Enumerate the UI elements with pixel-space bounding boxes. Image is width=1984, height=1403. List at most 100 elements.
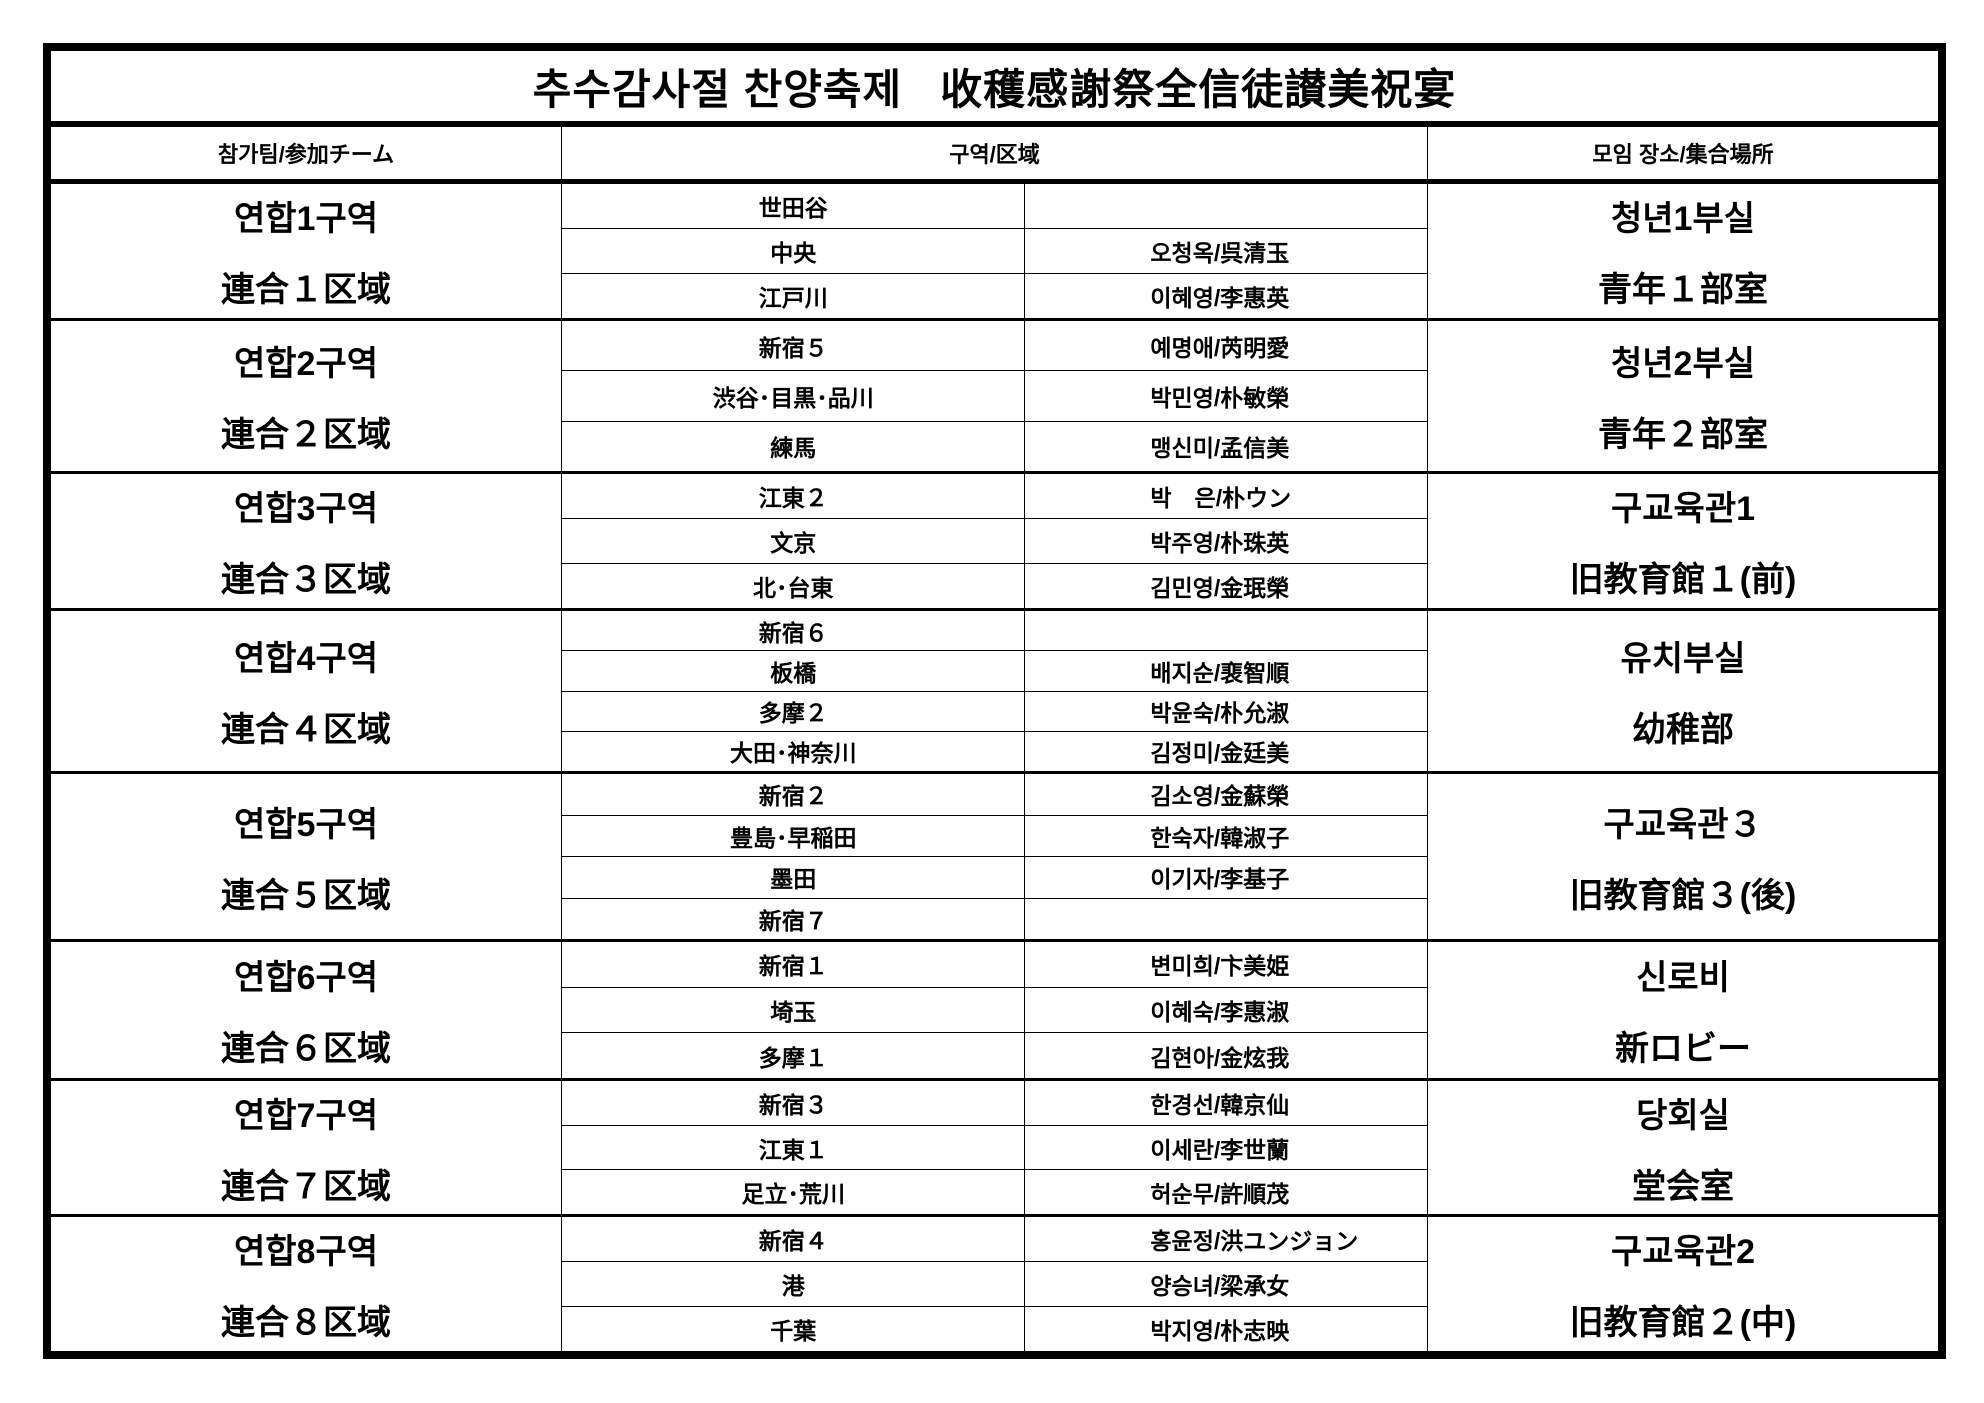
place-name-japanese: 旧教育館３(後) [1569,876,1797,915]
district-cell: 文京 [562,519,1026,563]
district-cell: 埼玉 [562,987,1026,1033]
place-name-japanese: 新ロビー [1615,1030,1751,1068]
district-rows: 新宿６ 板橋 배지순/裵智順 多摩２ 박윤숙/朴允淑大田･神奈川 김정미/金廷美 [562,611,1427,771]
district-cell: 渋谷･目黒･品川 [562,371,1026,421]
district-cell: 多摩２ [562,691,1026,731]
table-row: 足立･荒川 허순무/許順茂 [562,1170,1427,1215]
place-name-korean: 구교육관３ [1603,805,1763,844]
leader-cell: 박윤숙/朴允淑 [1150,700,1290,727]
district-rows: 新宿１ 변미희/卞美姫埼玉 이혜숙/李惠淑 多摩１ 김현아/金炫我 [562,942,1427,1079]
table-row: 板橋 배지순/裵智順 [562,651,1427,692]
header-row: 참가팀/参加チーム 구역/区域 모임 장소/集合場所 [51,127,1938,184]
place-cell: 청년2부실 青年２部室 [1427,321,1938,471]
district-cell: 北･台東 [562,564,1026,608]
team-name-japanese: 連合３区域 [221,561,391,599]
table-row: 文京 박주영/朴珠英 [562,519,1427,564]
place-cell: 신로비 新ロビー [1427,942,1938,1078]
place-cell: 구교육관1 旧教育館１(前) [1427,474,1938,608]
table-row: 新宿４ 홍윤정/洪ユンジョン [562,1217,1427,1262]
team-cell: 연합2구역 連合２区域 [51,321,562,471]
table-row: 新宿６ [562,611,1427,652]
leader-cell: 박지영/朴志映 [1150,1318,1290,1344]
team-name-korean: 연합7구역 [233,1096,379,1135]
team-name-japanese: 連合４区域 [221,711,391,749]
place-name-korean: 구교육관2 [1610,1233,1756,1271]
team-name-japanese: 連合５区域 [221,876,391,915]
district-rows: 新宿３ 한경선/韓京仙 江東１ 이세란/李世蘭 足立･荒川 허순무/許順茂 [562,1081,1427,1215]
team-cell: 연합7구역 連合７区域 [51,1081,562,1214]
group-block: 연합8구역 連合８区域 新宿４ 홍윤정/洪ユンジョン港 양승녀/梁承女 千葉 박지영/朴志映… [51,1217,1938,1351]
leader-cell: 이혜영/李惠英 [1150,285,1290,311]
district-cell: 港 [562,1262,1026,1306]
table-row: 江戸川 이혜영/李惠英 [562,274,1427,318]
table-row: 多摩１ 김현아/金炫我 [562,1033,1427,1079]
header-place: 모임 장소/集合場所 [1592,142,1774,167]
place-cell: 당회실 堂会室 [1427,1081,1938,1214]
team-cell: 연합1구역 連合１区域 [51,184,562,318]
team-name-korean: 연합5구역 [233,805,379,844]
table-row: 江東１ 이세란/李世蘭 [562,1125,1427,1171]
title-korean: 추수감사절 찬양축제 [532,65,903,113]
place-name-japanese: 堂会室 [1632,1167,1734,1206]
leader-cell: 배지순/裵智順 [1150,659,1290,686]
district-cell: 新宿７ [562,898,1026,939]
district-rows: 新宿４ 홍윤정/洪ユンジョン港 양승녀/梁承女 千葉 박지영/朴志映 [562,1217,1427,1351]
leader-cell: 오청옥/呉清玉 [1150,240,1290,266]
table-row: 大田･神奈川 김정미/金廷美 [562,731,1427,771]
place-name-japanese: 旧教育館１(前) [1569,561,1797,599]
table-row: 北･台東 김민영/金珉榮 [562,564,1427,608]
team-name-japanese: 連合８区域 [221,1304,391,1342]
district-cell: 墨田 [562,857,1026,898]
title-japanese: 收穫感謝祭全信徒讃美祝宴 [940,65,1457,113]
place-name-korean: 신로비 [1636,959,1730,997]
table-row: 江東２ 박 은/朴ウン [562,474,1427,519]
table-row: 渋谷･目黒･品川 박민영/朴敏榮 [562,371,1427,422]
place-name-korean: 구교육관1 [1610,490,1756,528]
leader-cell [1025,184,1427,228]
table-row: 多摩２ 박윤숙/朴允淑 [562,691,1427,732]
district-cell: 練馬 [562,421,1026,471]
leader-cell: 양승녀/梁承女 [1150,1273,1290,1299]
district-rows: 新宿２ 김소영/金蘇榮 豊島･早稲田 한숙자/韓淑子 墨田 이기자/李基子 新宿７ [562,774,1427,939]
group-block: 연합1구역 連合１区域 世田谷 中央 오청옥/呉清玉 江戸川 이혜영/李惠英 청년1부실 青年１… [51,184,1938,321]
place-cell: 구교육관2 旧教育館２(中) [1427,1217,1938,1351]
team-cell: 연합3구역 連合３区域 [51,474,562,608]
team-name-japanese: 連合１区域 [221,271,391,309]
place-name-korean: 청년2부실 [1610,345,1756,383]
leader-cell: 한경선/韓京仙 [1150,1091,1290,1118]
group-block: 연합6구역 連合６区域 新宿１ 변미희/卞美姫 埼玉 이혜숙/李惠淑 多摩１ 김현아/金炫我 신… [51,942,1938,1081]
place-name-japanese: 旧教育館２(中) [1569,1304,1797,1342]
group-block: 연합2구역 連合２区域 新宿５ 예명애/芮明愛 渋谷･目黒･品川 박민영/朴敏榮 練馬 맹신미… [51,321,1938,474]
table-row: 墨田 이기자/李基子 [562,857,1427,899]
team-name-korean: 연합2구역 [233,345,379,383]
place-name-korean: 당회실 [1636,1096,1730,1135]
district-cell: 世田谷 [562,184,1026,228]
table-row: 新宿１ 변미희/卞美姫 [562,942,1427,988]
district-cell: 新宿１ [562,942,1026,987]
table-row: 埼玉 이혜숙/李惠淑 [562,987,1427,1034]
district-cell: 多摩１ [562,1033,1026,1079]
place-name-japanese: 青年２部室 [1598,416,1768,454]
leader-cell [1025,611,1427,650]
district-cell: 新宿２ [562,774,1026,815]
group-block: 연합4구역 連合４区域 新宿６ 板橋 배지순/裵智順 多摩２ 박윤숙/朴允淑 大田･神奈川 김정… [51,611,1938,774]
group-block: 연합7구역 連合７区域 新宿３ 한경선/韓京仙 江東１ 이세란/李世蘭 足立･荒川 허순무/許… [51,1081,1938,1217]
leader-cell: 이세란/李世蘭 [1150,1136,1290,1163]
district-cell: 新宿５ [562,321,1026,371]
team-cell: 연합8구역 連合８区域 [51,1217,562,1351]
leader-cell: 맹신미/孟信美 [1150,435,1290,462]
district-rows: 世田谷 中央 오청옥/呉清玉江戸川 이혜영/李惠英 [562,184,1427,318]
table-row: 豊島･早稲田 한숙자/韓淑子 [562,815,1427,857]
team-name-japanese: 連合６区域 [221,1030,391,1068]
leader-cell: 박민영/朴敏榮 [1150,384,1290,411]
district-cell: 中央 [562,229,1026,273]
team-name-korean: 연합3구역 [233,490,379,528]
district-cell: 江東１ [562,1125,1026,1170]
table-row: 世田谷 [562,184,1427,229]
district-cell: 新宿６ [562,611,1026,651]
leader-cell: 변미희/卞美姫 [1150,953,1290,980]
team-name-korean: 연합6구역 [233,959,379,997]
leader-cell: 박주영/朴珠英 [1150,530,1290,556]
team-cell: 연합6구역 連合６区域 [51,942,562,1078]
leader-cell: 김민영/金珉榮 [1150,575,1290,601]
